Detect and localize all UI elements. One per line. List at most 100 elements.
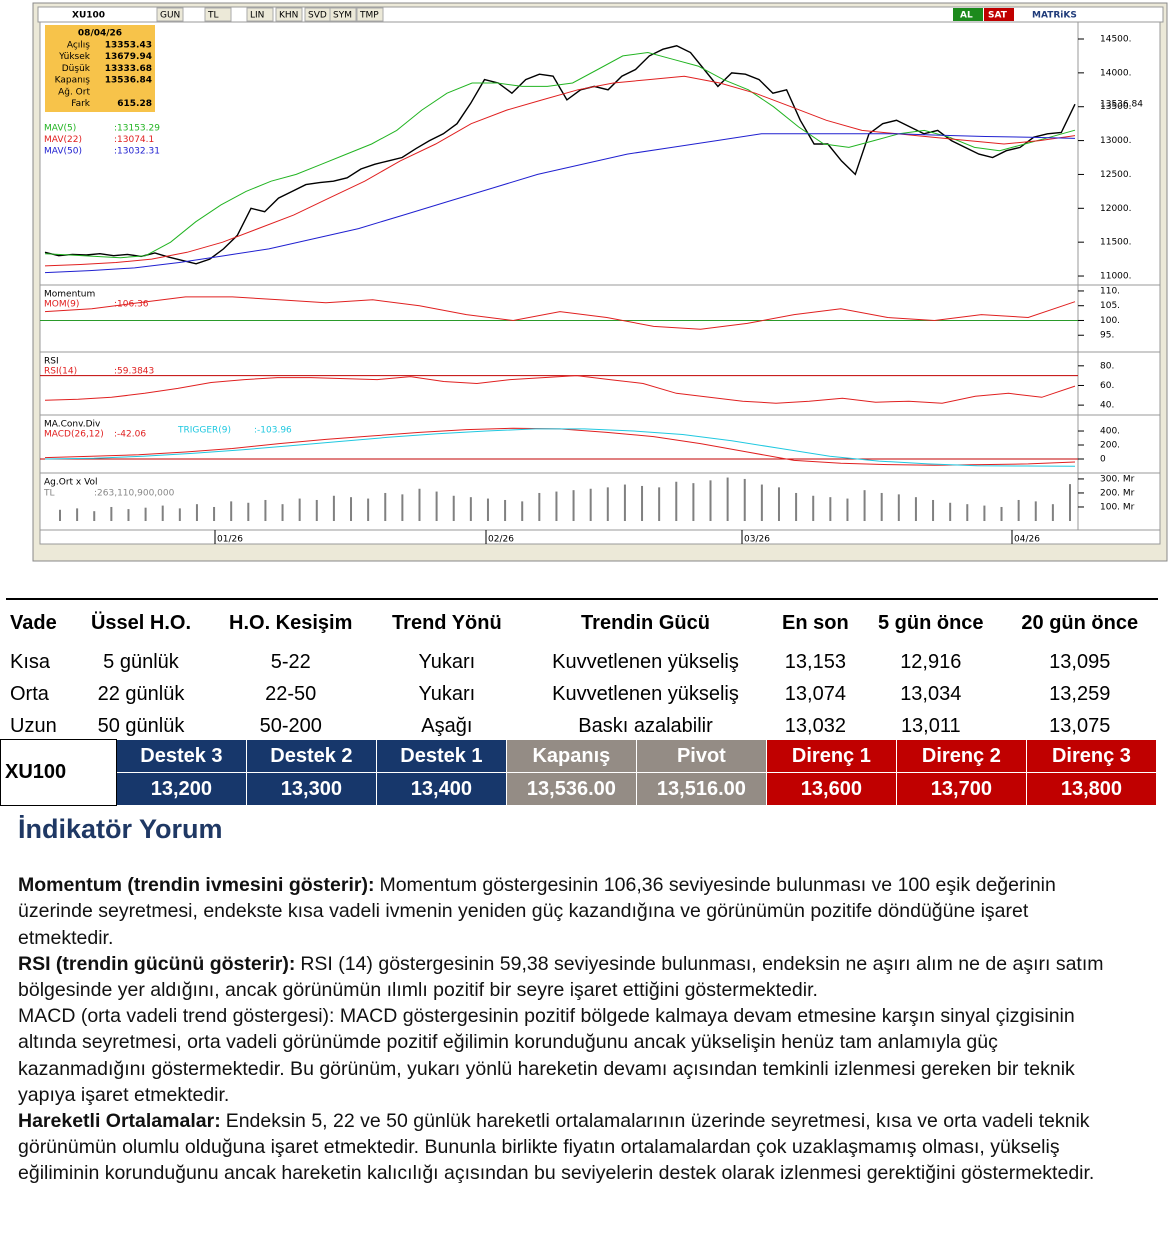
toolbar-button bbox=[204, 7, 232, 22]
y-tick-label: 14000. bbox=[1100, 68, 1132, 78]
volume-bar bbox=[1051, 504, 1054, 521]
volume-bar bbox=[435, 491, 438, 521]
level-value: 13,400 bbox=[375, 772, 507, 806]
y-tick-label: 13000. bbox=[1100, 136, 1132, 146]
toolbar-button-label: SVD bbox=[308, 11, 327, 21]
panel-title: RSI bbox=[44, 357, 59, 367]
volume-bar bbox=[367, 498, 370, 521]
legend-value: :13153.29 bbox=[114, 124, 160, 134]
toolbar-button-label: SYM bbox=[333, 11, 352, 21]
y-tick-label: 40. bbox=[1100, 401, 1114, 411]
table-cell: 50 günlük bbox=[97, 714, 185, 737]
legend-value: :106.36 bbox=[114, 300, 149, 310]
column-header: Vade bbox=[10, 611, 57, 634]
volume-bar bbox=[795, 492, 798, 521]
y-tick-label: 100. Mr bbox=[1100, 502, 1135, 512]
time-label: 01/26 bbox=[217, 535, 243, 545]
volume-bar bbox=[298, 498, 301, 521]
volume-bar bbox=[110, 506, 113, 521]
volume-bar bbox=[949, 502, 952, 521]
paragraph-text: Endeksin 5, 22 ve 50 günlük hareketli or… bbox=[18, 1110, 1095, 1185]
level-label: Kapanış bbox=[505, 739, 637, 773]
volume-bar bbox=[675, 481, 678, 521]
legend-name: RSI(14) bbox=[44, 367, 77, 377]
volume-bar bbox=[127, 509, 130, 521]
table-cell: Yukarı bbox=[418, 650, 476, 673]
panel-title: MA.Conv.Div bbox=[44, 420, 101, 430]
paragraph: RSI (trendin gücünü gösterir): RSI (14) g… bbox=[18, 951, 1128, 1003]
legend-value: :13032.31 bbox=[114, 147, 160, 157]
table-cell: 22-50 bbox=[265, 682, 317, 705]
axis-area bbox=[1077, 21, 1161, 531]
table-cell: 13,153 bbox=[784, 650, 846, 673]
table-cell: 22 günlük bbox=[97, 682, 185, 705]
level-label: Pivot bbox=[635, 739, 767, 773]
y-tick-label: 200. bbox=[1100, 441, 1120, 451]
table-cell: Kuvvetlenen yükseliş bbox=[552, 650, 739, 673]
y-tick-label: 100. bbox=[1100, 316, 1120, 326]
volume-bar bbox=[932, 499, 935, 521]
y-tick-label: 105. bbox=[1100, 301, 1120, 311]
level-label: Destek 1 bbox=[375, 739, 507, 773]
commentary-title: İndikatör Yorum bbox=[18, 814, 223, 844]
volume-bar bbox=[658, 487, 661, 521]
column-header: En son bbox=[782, 611, 849, 634]
volume-bar bbox=[863, 490, 866, 521]
volume-bar bbox=[315, 499, 318, 521]
last-price: 13536.84 bbox=[1100, 100, 1143, 110]
table-row: Kısa 5 günlük 5-22 Yukarı Kuvvetlenen yüksel… bbox=[6, 646, 1158, 678]
paragraph-text: MACD (orta vadeli trend göstergesi): MAC… bbox=[18, 1005, 1075, 1106]
volume-bar bbox=[538, 492, 541, 521]
legend-value: :-103.96 bbox=[254, 426, 292, 436]
time-label: 04/26 bbox=[1014, 535, 1040, 545]
level-label: Direnç 1 bbox=[765, 739, 897, 773]
table-cell: 13,034 bbox=[900, 682, 962, 705]
volume-bar bbox=[692, 483, 695, 521]
level-label: Destek 3 bbox=[115, 739, 247, 773]
info-label: Düşük bbox=[62, 64, 91, 74]
level-label: Direnç 2 bbox=[895, 739, 1027, 773]
table-row: Uzun 50 günlük 50-200 Aşağı Baskı azalabilir… bbox=[6, 710, 1158, 742]
volume-bar bbox=[1069, 484, 1071, 521]
levels-table: XU100 Destek 3 Destek 2 Destek 1 Kapanış Pivo… bbox=[0, 739, 1158, 806]
toolbar-button-label: TL bbox=[207, 11, 219, 21]
y-tick-label: 14500. bbox=[1100, 34, 1132, 44]
volume-bar bbox=[1000, 506, 1003, 521]
series-line bbox=[44, 296, 1076, 330]
volume-bar bbox=[195, 504, 198, 521]
column-header: H.O. Kesişim bbox=[229, 611, 353, 634]
volume-bar bbox=[1017, 499, 1020, 521]
volume-bar bbox=[589, 488, 592, 521]
unit-label: TL bbox=[43, 489, 55, 499]
info-box bbox=[45, 25, 155, 112]
time-label: 03/26 bbox=[744, 535, 770, 545]
volume-bar bbox=[572, 490, 575, 521]
paragraph: MACD (orta vadeli trend göstergesi): MAC… bbox=[18, 1003, 1128, 1108]
table-cell: Orta bbox=[10, 682, 49, 705]
toolbar-button-label: KHN bbox=[279, 11, 298, 21]
volume-bar bbox=[178, 508, 181, 521]
info-value: 13536.84 bbox=[105, 76, 152, 86]
levels-symbol: XU100 bbox=[0, 739, 117, 806]
volume-bar bbox=[93, 511, 96, 521]
series-line bbox=[44, 45, 1076, 265]
volume-bar bbox=[452, 495, 455, 521]
table-cell: 50-200 bbox=[259, 714, 322, 737]
panel-title: Ag.Ort x Vol bbox=[44, 478, 98, 488]
volume-bar bbox=[350, 497, 353, 521]
y-tick-label: 95. bbox=[1100, 331, 1114, 341]
sat-button bbox=[984, 8, 1014, 21]
info-value: 13353.43 bbox=[105, 41, 152, 51]
volume-bar bbox=[846, 498, 849, 521]
y-tick-label: 12500. bbox=[1100, 170, 1132, 180]
info-value: 615.28 bbox=[117, 99, 152, 109]
y-tick-label: 80. bbox=[1100, 361, 1114, 371]
y-tick-label: 13500. bbox=[1100, 102, 1132, 112]
toolbar-button-label: GUN bbox=[160, 11, 180, 21]
toolbar-button-label: TMP bbox=[359, 11, 379, 21]
toolbar-button bbox=[356, 7, 384, 22]
legend-value: :13074.1 bbox=[114, 135, 154, 145]
time-label: 02/26 bbox=[488, 535, 514, 545]
table-cell: 5 günlük bbox=[103, 650, 179, 673]
